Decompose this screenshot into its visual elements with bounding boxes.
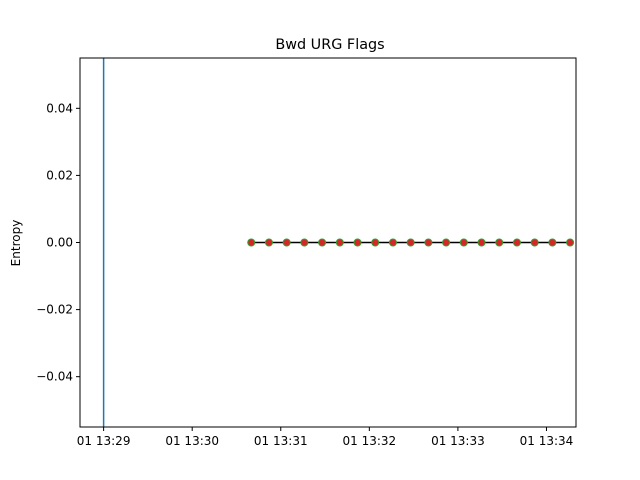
x-axis: 01 13:29 01 13:30 01 13:31 01 13:32 01 13:33… [77, 427, 574, 448]
data-point [300, 238, 309, 247]
data-point [282, 238, 291, 247]
y-axis-label: Entropy [9, 220, 23, 267]
data-point [495, 238, 504, 247]
plot-area [102, 58, 575, 427]
data-point [406, 238, 415, 247]
data-point [566, 238, 575, 247]
x-tick-label: 01 13:32 [342, 434, 396, 448]
x-tick-label: 01 13:31 [254, 434, 308, 448]
data-point [512, 238, 521, 247]
y-tick-label: −0.04 [36, 370, 73, 384]
data-point [477, 238, 486, 247]
y-tick-label: 0.02 [46, 168, 73, 182]
x-tick-label: 01 13:30 [165, 434, 219, 448]
x-tick-label: 01 13:29 [77, 434, 131, 448]
y-tick-label: 0.04 [46, 101, 73, 115]
data-point [388, 238, 397, 247]
data-point [371, 238, 380, 247]
y-tick-label: −0.02 [36, 303, 73, 317]
data-point [442, 238, 451, 247]
data-point [335, 238, 344, 247]
data-point [264, 238, 273, 247]
data-point [459, 238, 468, 247]
chart-title: Bwd URG Flags [275, 37, 384, 53]
data-point [318, 238, 327, 247]
x-tick-label: 01 13:33 [431, 434, 485, 448]
data-point [548, 238, 557, 247]
y-axis: 0.04 0.02 0.00 −0.02 −0.04 [36, 101, 80, 384]
y-tick-label: 0.00 [46, 236, 73, 250]
data-point [530, 238, 539, 247]
x-tick-label: 01 13:34 [520, 434, 574, 448]
data-point [247, 238, 256, 247]
data-point [353, 238, 362, 247]
data-point [424, 238, 433, 247]
